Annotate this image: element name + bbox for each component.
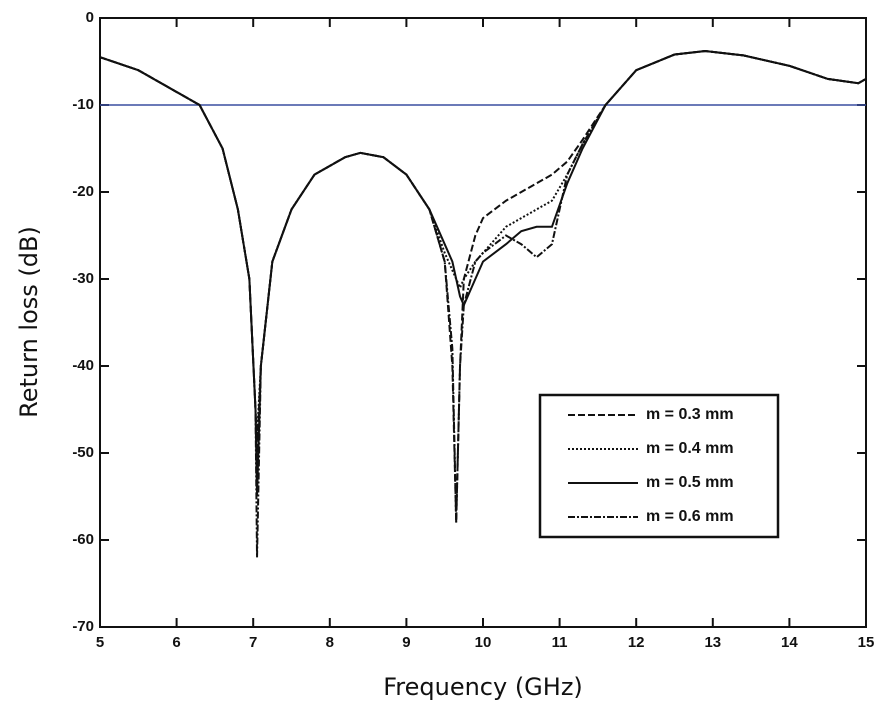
x-tick-label: 8 xyxy=(326,634,334,651)
x-tick-label: 14 xyxy=(781,634,798,651)
y-tick-label: -50 xyxy=(72,444,94,461)
y-tick-label: -70 xyxy=(72,618,94,635)
legend-label: m = 0.6 mm xyxy=(646,508,734,525)
x-tick-label: 15 xyxy=(858,634,875,651)
x-tick-label: 13 xyxy=(704,634,721,651)
x-tick-label: 7 xyxy=(249,634,257,651)
legend-label: m = 0.4 mm xyxy=(646,440,734,457)
x-tick-label: 5 xyxy=(96,634,104,651)
legend: m = 0.3 mm m = 0.4 mm m = 0.5 mm m = 0.6 mm xyxy=(538,393,780,539)
legend-label: m = 0.3 mm xyxy=(646,406,734,423)
y-tick-label: -40 xyxy=(72,357,94,374)
x-axis-label: Frequency (GHz) xyxy=(383,673,583,701)
legend-box xyxy=(538,393,780,539)
y-tick-label: -20 xyxy=(72,183,94,200)
y-axis-label: Return loss (dB) xyxy=(15,226,43,418)
x-tick-label: 11 xyxy=(552,634,568,651)
y-tick-label: -10 xyxy=(72,96,94,113)
y-tick-label: -60 xyxy=(72,531,94,548)
y-tick-label: 0 xyxy=(86,9,94,26)
series-line xyxy=(99,50,867,436)
x-tick-label: 6 xyxy=(172,634,180,651)
legend-label: m = 0.5 mm xyxy=(646,474,734,491)
series-line xyxy=(99,50,867,558)
x-tick-label: 9 xyxy=(402,634,410,651)
x-tick-label: 10 xyxy=(475,634,492,651)
x-tick-label: 12 xyxy=(628,634,645,651)
y-tick-label: -30 xyxy=(72,270,94,287)
